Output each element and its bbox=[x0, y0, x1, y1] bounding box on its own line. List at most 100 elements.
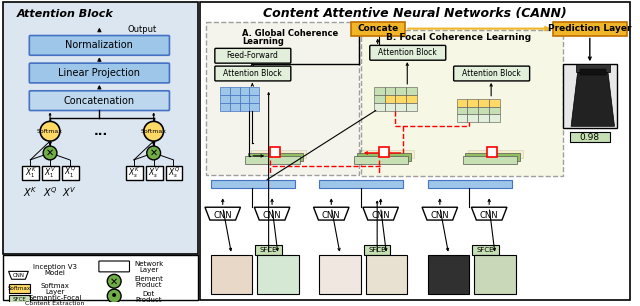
FancyBboxPatch shape bbox=[396, 87, 406, 95]
Text: $X_1^Q$: $X_1^Q$ bbox=[64, 165, 76, 181]
FancyBboxPatch shape bbox=[364, 245, 390, 255]
FancyBboxPatch shape bbox=[472, 245, 499, 255]
FancyBboxPatch shape bbox=[220, 103, 230, 110]
Circle shape bbox=[43, 146, 57, 160]
Circle shape bbox=[144, 121, 164, 141]
Text: Semantic-Focal: Semantic-Focal bbox=[28, 295, 82, 301]
Text: Element: Element bbox=[134, 276, 163, 282]
Text: $X^Q$: $X^Q$ bbox=[43, 185, 58, 199]
FancyBboxPatch shape bbox=[220, 87, 230, 95]
FancyBboxPatch shape bbox=[385, 87, 396, 95]
FancyBboxPatch shape bbox=[357, 153, 412, 161]
FancyBboxPatch shape bbox=[374, 103, 385, 110]
Polygon shape bbox=[580, 69, 605, 75]
Text: $X_s^V$: $X_s^V$ bbox=[148, 165, 160, 180]
FancyBboxPatch shape bbox=[351, 22, 405, 35]
Text: Attention Block: Attention Block bbox=[378, 48, 436, 57]
FancyBboxPatch shape bbox=[29, 91, 170, 110]
Circle shape bbox=[40, 121, 60, 141]
FancyBboxPatch shape bbox=[406, 95, 417, 103]
FancyBboxPatch shape bbox=[257, 255, 299, 294]
Text: 0.98: 0.98 bbox=[580, 133, 600, 142]
FancyBboxPatch shape bbox=[474, 255, 516, 294]
Text: ✕: ✕ bbox=[150, 148, 157, 158]
Circle shape bbox=[147, 146, 161, 160]
FancyBboxPatch shape bbox=[456, 99, 467, 106]
Text: Content Attentive Neural Networks (CANN): Content Attentive Neural Networks (CANN) bbox=[263, 7, 567, 20]
Text: $X_1^K$: $X_1^K$ bbox=[25, 165, 37, 180]
Text: A. Global Coherence: A. Global Coherence bbox=[243, 29, 339, 38]
FancyBboxPatch shape bbox=[456, 106, 467, 114]
FancyBboxPatch shape bbox=[62, 166, 79, 180]
FancyBboxPatch shape bbox=[406, 87, 417, 95]
FancyBboxPatch shape bbox=[239, 87, 250, 95]
FancyBboxPatch shape bbox=[487, 147, 497, 157]
Text: Product: Product bbox=[136, 282, 162, 288]
FancyBboxPatch shape bbox=[428, 255, 469, 294]
FancyBboxPatch shape bbox=[361, 30, 563, 176]
Text: SFCE: SFCE bbox=[477, 247, 495, 253]
FancyBboxPatch shape bbox=[211, 180, 295, 188]
FancyBboxPatch shape bbox=[215, 48, 291, 63]
FancyBboxPatch shape bbox=[220, 95, 230, 103]
Circle shape bbox=[108, 289, 121, 303]
FancyBboxPatch shape bbox=[576, 64, 609, 72]
FancyBboxPatch shape bbox=[230, 87, 239, 95]
Circle shape bbox=[108, 274, 121, 288]
FancyBboxPatch shape bbox=[563, 64, 618, 128]
Text: ✕: ✕ bbox=[110, 276, 118, 286]
FancyBboxPatch shape bbox=[206, 22, 359, 175]
Text: $X^V$: $X^V$ bbox=[62, 185, 77, 199]
Text: Softmax: Softmax bbox=[141, 129, 166, 134]
FancyBboxPatch shape bbox=[428, 180, 512, 188]
Text: Feed-Forward: Feed-Forward bbox=[227, 51, 278, 60]
Polygon shape bbox=[472, 207, 507, 220]
FancyBboxPatch shape bbox=[406, 103, 417, 110]
Text: Layer: Layer bbox=[45, 289, 65, 295]
FancyBboxPatch shape bbox=[250, 103, 259, 110]
Text: Prediction Layer: Prediction Layer bbox=[548, 24, 632, 33]
Text: ...: ... bbox=[94, 125, 109, 138]
Text: B. Focal Coherence Learning: B. Focal Coherence Learning bbox=[385, 33, 531, 42]
FancyBboxPatch shape bbox=[215, 66, 291, 81]
FancyBboxPatch shape bbox=[478, 106, 489, 114]
FancyBboxPatch shape bbox=[250, 87, 259, 95]
FancyBboxPatch shape bbox=[29, 63, 170, 83]
FancyBboxPatch shape bbox=[374, 87, 385, 95]
FancyBboxPatch shape bbox=[99, 261, 129, 272]
Text: Content Extraction: Content Extraction bbox=[26, 301, 84, 306]
Text: $X_s^Q$: $X_s^Q$ bbox=[168, 165, 180, 180]
Text: Inception V3: Inception V3 bbox=[33, 264, 77, 271]
Text: $X^K$: $X^K$ bbox=[23, 185, 38, 199]
FancyBboxPatch shape bbox=[250, 95, 259, 103]
FancyBboxPatch shape bbox=[396, 95, 406, 103]
FancyBboxPatch shape bbox=[200, 2, 630, 300]
FancyBboxPatch shape bbox=[245, 156, 300, 164]
Polygon shape bbox=[422, 207, 458, 220]
Text: Learning: Learning bbox=[243, 37, 284, 46]
FancyBboxPatch shape bbox=[29, 35, 170, 55]
FancyBboxPatch shape bbox=[385, 95, 396, 103]
Text: SFCE: SFCE bbox=[260, 247, 277, 253]
Text: Network: Network bbox=[134, 261, 163, 267]
FancyBboxPatch shape bbox=[230, 95, 239, 103]
Text: ✕: ✕ bbox=[46, 148, 54, 158]
FancyBboxPatch shape bbox=[489, 106, 500, 114]
FancyBboxPatch shape bbox=[146, 166, 163, 180]
Polygon shape bbox=[8, 271, 28, 279]
FancyBboxPatch shape bbox=[8, 295, 30, 304]
Text: Attention Block: Attention Block bbox=[223, 69, 282, 78]
FancyBboxPatch shape bbox=[239, 95, 250, 103]
FancyBboxPatch shape bbox=[230, 103, 239, 110]
Text: SFCE: SFCE bbox=[13, 297, 26, 302]
Text: Softmax: Softmax bbox=[8, 286, 31, 291]
FancyBboxPatch shape bbox=[374, 95, 385, 103]
Text: CNN: CNN bbox=[371, 211, 390, 220]
Text: CNN: CNN bbox=[12, 273, 24, 278]
Polygon shape bbox=[254, 207, 290, 220]
Text: Normalization: Normalization bbox=[65, 40, 133, 50]
Text: CNN: CNN bbox=[263, 211, 282, 220]
FancyBboxPatch shape bbox=[465, 153, 520, 161]
FancyBboxPatch shape bbox=[270, 147, 280, 157]
FancyBboxPatch shape bbox=[396, 103, 406, 110]
